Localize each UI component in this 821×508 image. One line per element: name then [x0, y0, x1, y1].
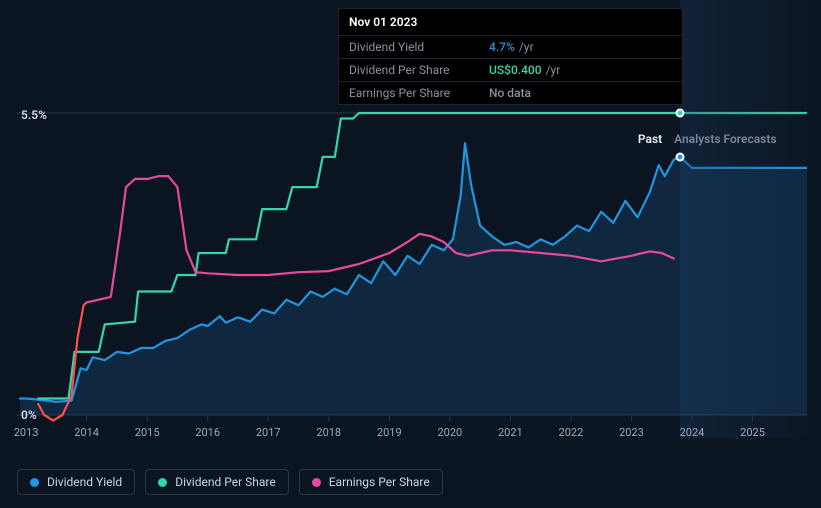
- x-tick-label: 2019: [377, 426, 402, 439]
- x-tick-label: 2017: [256, 426, 281, 439]
- tooltip-row-label: Earnings Per Share: [349, 86, 489, 100]
- tooltip-row-value: US$0.400/yr: [489, 63, 560, 77]
- y-axis-lower-label: 0%: [21, 408, 37, 422]
- tooltip-row-label: Dividend Per Share: [349, 63, 489, 77]
- legend-item-dividend-per-share[interactable]: Dividend Per Share: [145, 469, 289, 495]
- x-tick-label: 2021: [498, 426, 523, 439]
- legend-item-dividend-yield[interactable]: Dividend Yield: [17, 469, 135, 495]
- x-tick-label: 2013: [14, 426, 39, 439]
- legend-swatch: [30, 478, 39, 487]
- x-axis-ticks: 2013 2014 2015 2016 2017 2018 2019 2020 2021 2022…: [17, 426, 807, 446]
- x-tick-label: 2016: [195, 426, 220, 439]
- legend: Dividend Yield Dividend Per Share Earnings…: [17, 469, 443, 495]
- x-tick-label: 2015: [135, 426, 160, 439]
- legend-label: Dividend Yield: [47, 475, 122, 489]
- x-tick-label: 2018: [316, 426, 341, 439]
- tooltip-date: Nov 01 2023: [339, 9, 682, 36]
- tooltip-row: Earnings Per ShareNo data: [339, 82, 682, 104]
- tooltip-row: Dividend Per ShareUS$0.400/yr: [339, 59, 682, 82]
- tooltip-row-value: No data: [489, 86, 531, 100]
- x-tick-label: 2014: [74, 426, 99, 439]
- past-label: Past: [638, 132, 662, 146]
- x-tick-label: 2025: [740, 426, 765, 439]
- legend-swatch: [312, 478, 321, 487]
- tooltip-row-value: 4.7%/yr: [489, 40, 534, 54]
- marker-dividend-yield: [675, 152, 684, 161]
- marker-dividend-per-share: [675, 109, 684, 118]
- tooltip-row-label: Dividend Yield: [349, 40, 489, 54]
- past-future-labels: Past Analysts Forecasts: [638, 132, 777, 146]
- tooltip: Nov 01 2023 Dividend Yield4.7%/yrDividen…: [338, 8, 683, 105]
- chart-container: Past Analysts Forecasts Nov 01 2023 Divi…: [0, 0, 821, 508]
- x-tick-label: 2024: [680, 426, 705, 439]
- y-axis-upper-label: 5.5%: [21, 108, 47, 122]
- legend-label: Dividend Per Share: [175, 475, 276, 489]
- tooltip-row: Dividend Yield4.7%/yr: [339, 36, 682, 59]
- x-tick-label: 2022: [559, 426, 584, 439]
- forecast-shade: [680, 0, 807, 438]
- analysts-forecasts-label: Analysts Forecasts: [674, 132, 776, 146]
- x-tick-label: 2023: [619, 426, 644, 439]
- legend-label: Earnings Per Share: [329, 475, 430, 489]
- x-tick-label: 2020: [437, 426, 462, 439]
- legend-item-earnings-per-share[interactable]: Earnings Per Share: [299, 469, 443, 495]
- legend-swatch: [158, 478, 167, 487]
